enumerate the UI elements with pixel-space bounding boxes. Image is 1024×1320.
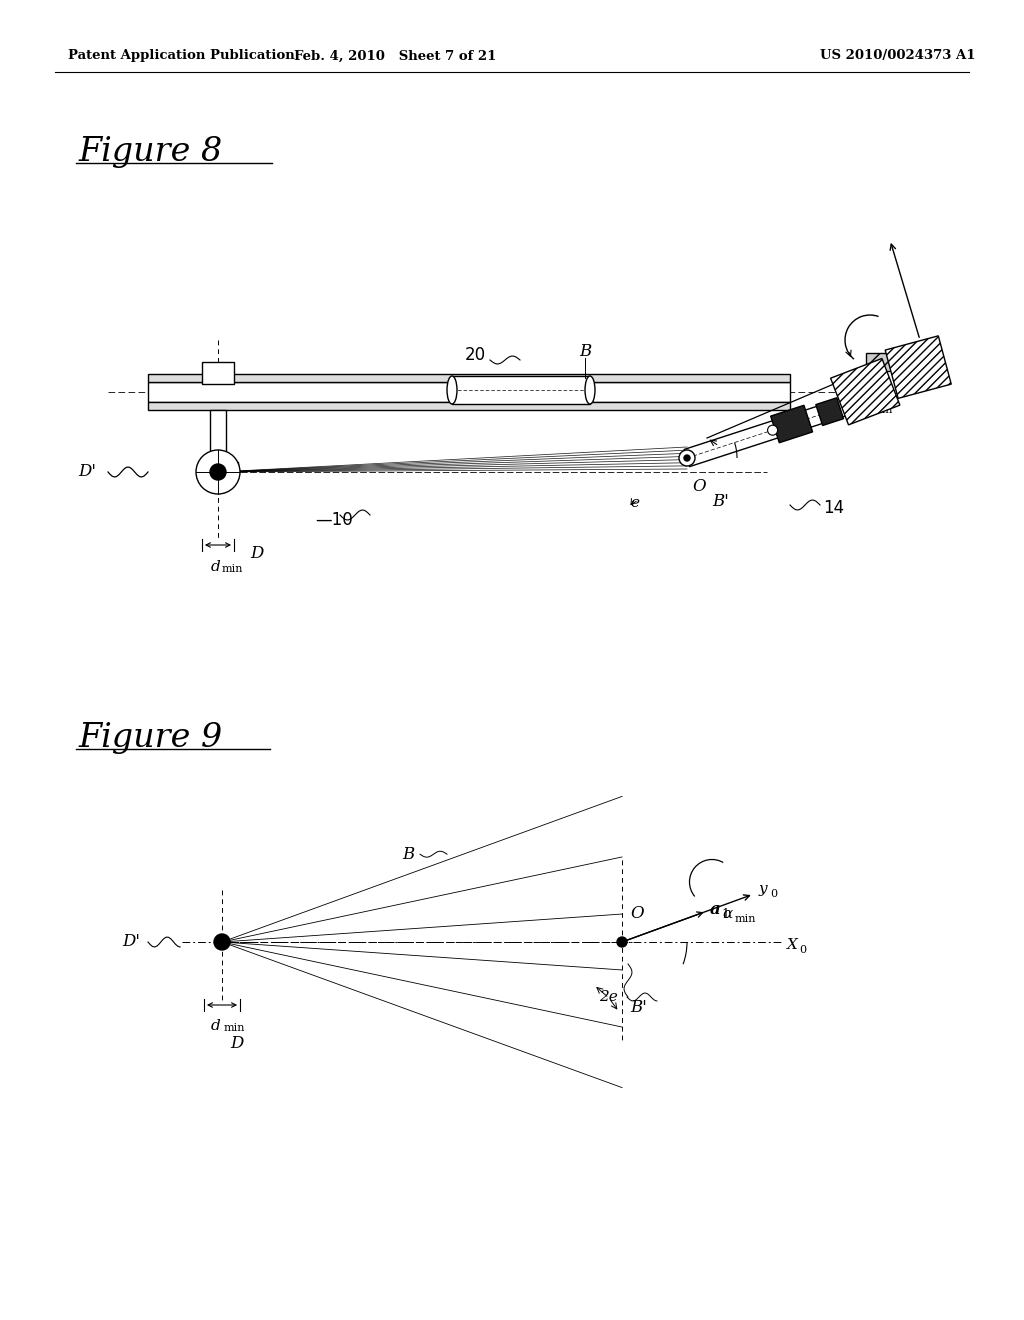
Polygon shape — [865, 352, 896, 371]
Bar — [148, 403, 790, 411]
Text: a: a — [710, 900, 720, 917]
Circle shape — [214, 935, 230, 950]
Text: min: min — [224, 1023, 246, 1034]
Bar — [210, 411, 226, 470]
Text: Patent Application Publication: Patent Application Publication — [68, 49, 295, 62]
Text: 1: 1 — [877, 367, 885, 380]
Circle shape — [196, 450, 240, 494]
Ellipse shape — [585, 376, 595, 404]
Text: e: e — [631, 496, 640, 510]
Circle shape — [684, 455, 690, 461]
Text: B: B — [579, 343, 591, 360]
Bar — [198, 462, 238, 473]
Text: 14: 14 — [823, 499, 844, 517]
Text: D: D — [230, 1035, 244, 1052]
Text: O: O — [692, 478, 706, 495]
Text: 0: 0 — [933, 347, 940, 356]
Text: 20: 20 — [465, 346, 486, 364]
Polygon shape — [816, 397, 844, 425]
Text: 0: 0 — [770, 890, 777, 899]
Text: D': D' — [78, 463, 96, 480]
Text: α: α — [722, 907, 732, 921]
Text: D': D' — [122, 933, 140, 950]
Text: y: y — [759, 882, 767, 896]
Text: d: d — [210, 1019, 220, 1034]
Text: 1: 1 — [722, 908, 729, 921]
Text: D: D — [250, 544, 263, 561]
Text: X: X — [787, 939, 798, 952]
Text: min: min — [735, 913, 757, 924]
Bar — [452, 376, 590, 404]
Circle shape — [210, 465, 226, 480]
Circle shape — [617, 937, 627, 946]
Ellipse shape — [447, 376, 457, 404]
Bar — [202, 362, 234, 384]
Text: US 2010/0024373 A1: US 2010/0024373 A1 — [820, 49, 976, 62]
Polygon shape — [771, 405, 813, 442]
Text: 2e: 2e — [599, 990, 617, 1005]
Text: Feb. 4, 2010   Sheet 7 of 21: Feb. 4, 2010 Sheet 7 of 21 — [294, 49, 497, 62]
Text: Figure 9: Figure 9 — [78, 722, 222, 754]
Text: a: a — [865, 359, 876, 376]
Text: B: B — [402, 846, 415, 863]
Bar — [148, 374, 790, 381]
Text: B': B' — [630, 998, 647, 1015]
Text: —10: —10 — [315, 511, 352, 529]
Text: O: O — [630, 906, 644, 923]
Text: min: min — [222, 564, 244, 574]
Polygon shape — [830, 359, 900, 425]
Text: α: α — [858, 396, 869, 413]
Text: 0: 0 — [799, 945, 806, 954]
Circle shape — [679, 450, 695, 466]
Polygon shape — [885, 335, 951, 399]
Text: B': B' — [712, 492, 729, 510]
Text: Figure 8: Figure 8 — [78, 136, 222, 168]
Circle shape — [768, 425, 777, 436]
Text: d: d — [210, 560, 220, 574]
Bar — [148, 381, 790, 403]
Text: min: min — [872, 405, 894, 414]
Text: y: y — [922, 342, 931, 356]
